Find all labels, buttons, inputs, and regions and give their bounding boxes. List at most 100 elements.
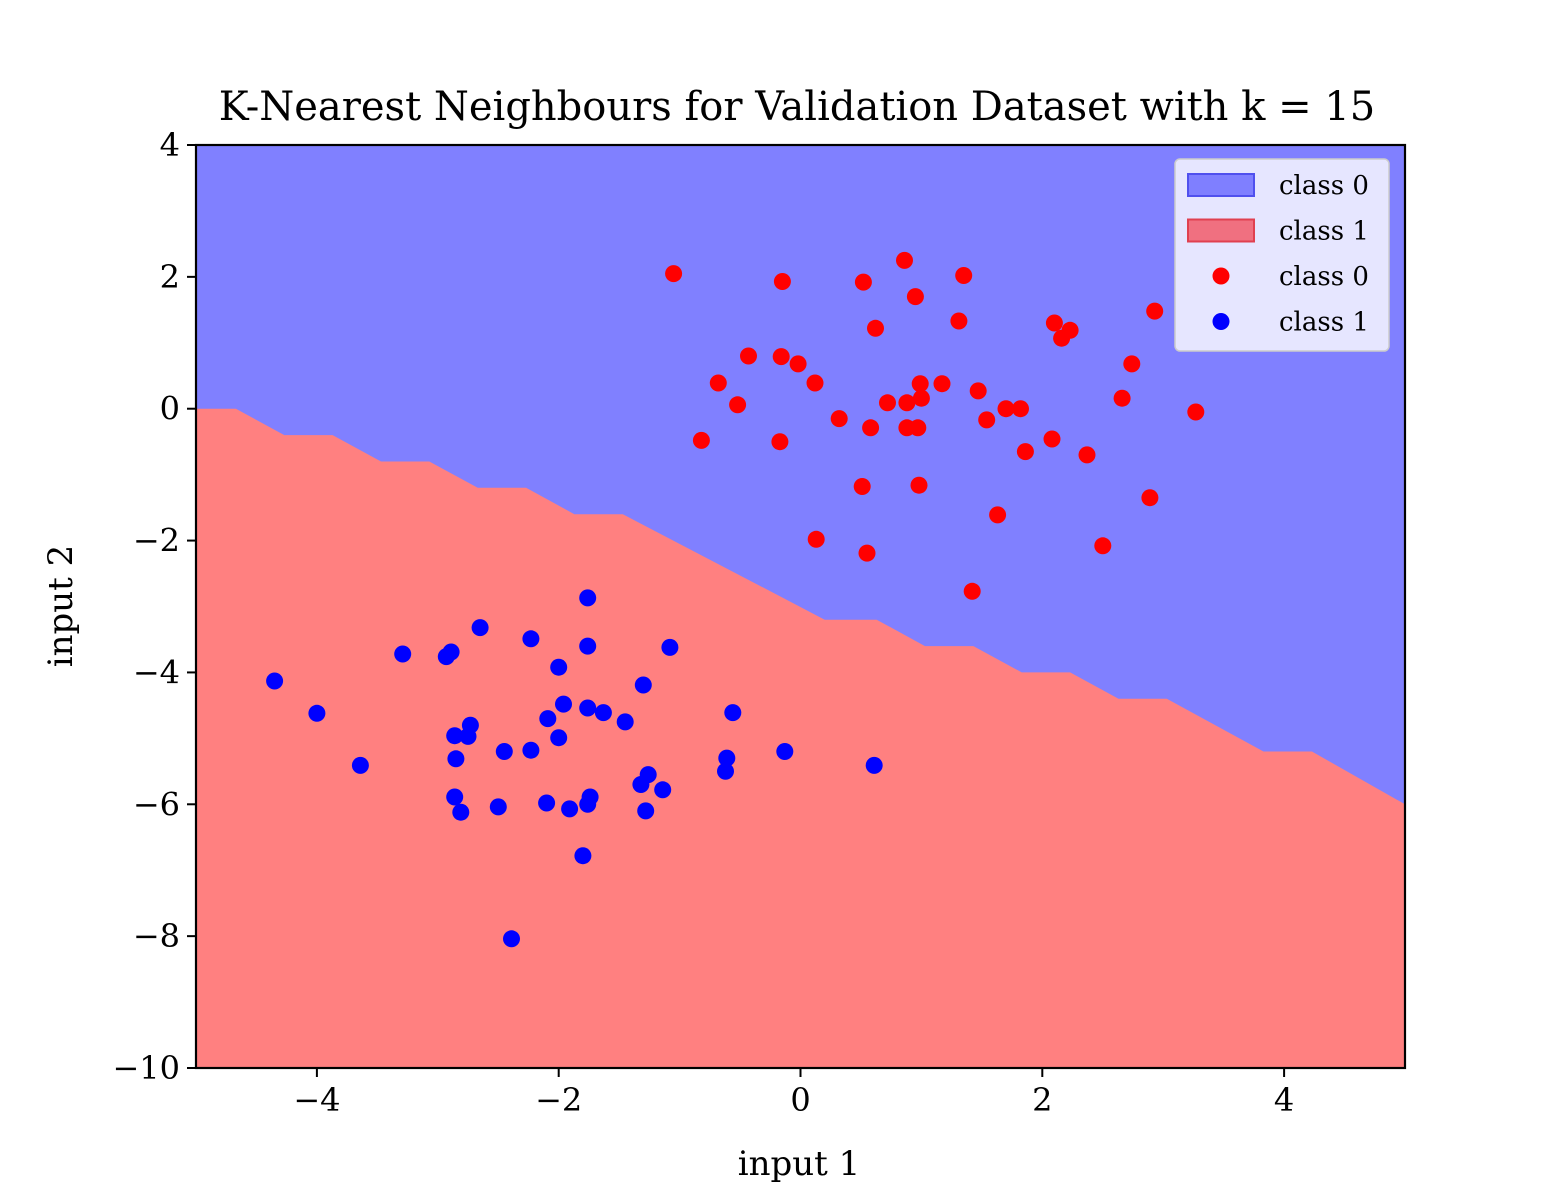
legend-patch bbox=[1187, 173, 1255, 197]
point-class-0 bbox=[879, 394, 896, 412]
point-class-0 bbox=[1094, 537, 1112, 555]
point-class-0 bbox=[854, 273, 872, 291]
point-class-0 bbox=[862, 419, 880, 437]
point-class-1 bbox=[522, 630, 540, 648]
point-class-1 bbox=[522, 741, 540, 759]
point-class-0 bbox=[933, 375, 951, 393]
point-class-1 bbox=[550, 658, 568, 676]
legend-marker bbox=[1212, 267, 1230, 285]
legend: class 0 class 1 class 0 class 1 bbox=[1174, 158, 1390, 352]
y-tick-label: −8 bbox=[133, 917, 180, 955]
point-class-0 bbox=[912, 389, 930, 407]
point-class-0 bbox=[896, 251, 913, 269]
point-class-0 bbox=[909, 419, 927, 437]
point-class-1 bbox=[579, 699, 597, 717]
point-class-1 bbox=[718, 749, 736, 767]
point-class-0 bbox=[807, 530, 825, 548]
point-class-0 bbox=[969, 382, 987, 400]
point-class-1 bbox=[574, 847, 592, 865]
legend-label: class 0 bbox=[1279, 171, 1369, 201]
point-class-1 bbox=[579, 795, 597, 813]
y-tick-label: 4 bbox=[160, 126, 180, 164]
point-class-0 bbox=[910, 476, 928, 494]
point-class-1 bbox=[459, 727, 477, 745]
y-tick-label: −4 bbox=[133, 653, 180, 691]
point-class-1 bbox=[437, 648, 455, 666]
point-class-1 bbox=[266, 672, 284, 690]
point-class-1 bbox=[446, 788, 464, 806]
chart-title: K-Nearest Neighbours for Validation Data… bbox=[219, 84, 1376, 130]
point-class-1 bbox=[503, 930, 520, 948]
point-class-0 bbox=[789, 355, 807, 373]
point-class-1 bbox=[579, 589, 597, 607]
point-class-1 bbox=[632, 776, 650, 793]
point-class-1 bbox=[579, 637, 597, 655]
scatter-points bbox=[266, 251, 1205, 948]
point-class-1 bbox=[865, 756, 883, 774]
point-class-1 bbox=[776, 743, 794, 760]
point-class-0 bbox=[1016, 443, 1034, 461]
y-tick-label: −6 bbox=[133, 785, 180, 823]
point-class-0 bbox=[950, 312, 968, 330]
point-class-1 bbox=[538, 794, 556, 812]
point-class-1 bbox=[555, 695, 572, 713]
point-class-1 bbox=[539, 710, 557, 728]
y-tick-label: −10 bbox=[112, 1049, 180, 1087]
point-class-0 bbox=[1012, 400, 1029, 418]
point-class-0 bbox=[729, 396, 747, 414]
x-tick-label: 4 bbox=[1274, 1081, 1294, 1119]
point-class-1 bbox=[634, 676, 652, 694]
point-class-0 bbox=[978, 411, 996, 429]
point-class-0 bbox=[1187, 403, 1205, 421]
point-class-0 bbox=[1078, 446, 1096, 464]
legend-label: class 1 bbox=[1279, 217, 1369, 247]
point-class-0 bbox=[858, 544, 876, 562]
x-tick-label: 0 bbox=[790, 1081, 810, 1119]
point-class-1 bbox=[452, 803, 470, 821]
point-class-1 bbox=[351, 756, 369, 774]
y-tick-label: 2 bbox=[160, 258, 180, 296]
y-axis-ticks: 4 2 0 −2 −4 −6 −8 −10 bbox=[112, 126, 196, 1087]
point-class-0 bbox=[989, 506, 1007, 524]
point-class-1 bbox=[495, 743, 513, 760]
point-class-0 bbox=[1045, 314, 1063, 332]
point-class-1 bbox=[550, 729, 568, 747]
point-class-1 bbox=[489, 798, 507, 816]
point-class-0 bbox=[1146, 302, 1164, 320]
point-class-0 bbox=[911, 375, 929, 393]
point-class-0 bbox=[1141, 489, 1159, 507]
point-class-0 bbox=[692, 431, 710, 449]
point-class-1 bbox=[637, 802, 655, 820]
x-tick-label: 2 bbox=[1032, 1081, 1052, 1119]
point-class-0 bbox=[1053, 329, 1071, 347]
x-tick-label: −4 bbox=[293, 1081, 340, 1119]
point-class-0 bbox=[867, 319, 884, 337]
y-tick-label: −2 bbox=[133, 522, 180, 560]
legend-box bbox=[1174, 158, 1390, 352]
point-class-1 bbox=[724, 704, 742, 722]
point-class-0 bbox=[853, 478, 871, 495]
point-class-0 bbox=[771, 433, 789, 451]
legend-label: class 0 bbox=[1279, 262, 1369, 292]
legend-label: class 1 bbox=[1279, 308, 1369, 338]
legend-patch bbox=[1187, 218, 1255, 243]
point-class-1 bbox=[446, 727, 464, 745]
point-class-1 bbox=[616, 713, 634, 731]
point-class-1 bbox=[308, 704, 326, 722]
point-class-0 bbox=[997, 400, 1015, 418]
point-class-1 bbox=[447, 750, 465, 768]
point-class-0 bbox=[1043, 430, 1061, 448]
point-class-1 bbox=[394, 645, 412, 663]
point-class-1 bbox=[471, 619, 489, 637]
point-class-0 bbox=[1123, 355, 1141, 373]
point-class-0 bbox=[665, 265, 683, 283]
point-class-0 bbox=[906, 288, 924, 306]
point-class-0 bbox=[773, 273, 791, 290]
y-axis-label: input 2 bbox=[41, 545, 81, 668]
point-class-0 bbox=[830, 410, 848, 428]
point-class-0 bbox=[898, 394, 916, 412]
point-class-0 bbox=[709, 374, 727, 392]
point-class-1 bbox=[717, 762, 734, 780]
x-axis-label: input 1 bbox=[738, 1144, 861, 1184]
